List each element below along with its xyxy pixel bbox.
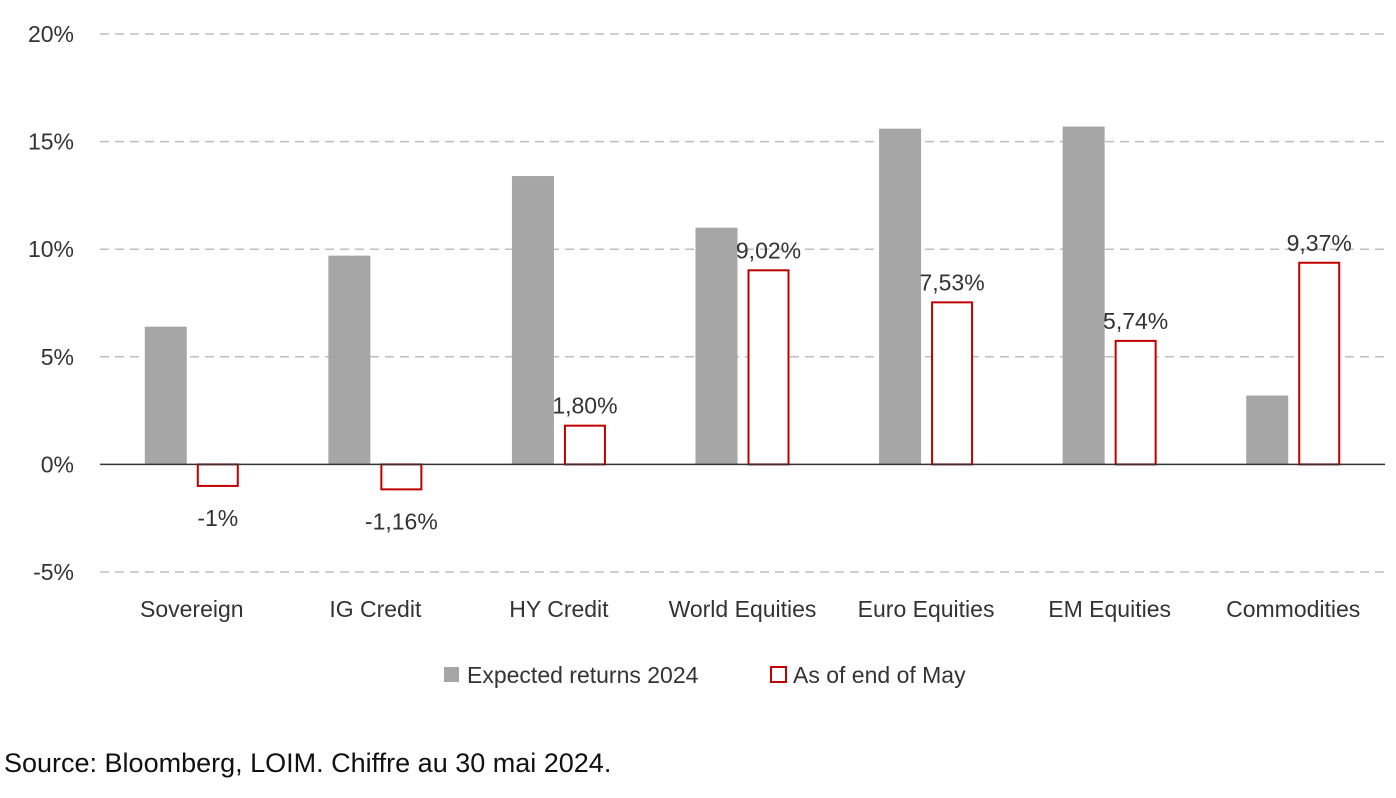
bar-as-of-end-of-may <box>563 424 606 466</box>
bar-as-of-end-of-may <box>931 301 974 466</box>
bar-expected-returns <box>879 128 922 465</box>
legend: Expected returns 2024 As of end of May <box>444 662 966 688</box>
data-label: 5,74% <box>1103 308 1168 334</box>
gridlines <box>100 33 1385 573</box>
y-tick-label: 10% <box>28 236 74 262</box>
category-label: IG Credit <box>329 596 422 622</box>
bar-expected-returns <box>144 326 187 465</box>
data-label: -1% <box>197 505 238 531</box>
bar-as-of-end-of-may <box>747 269 790 466</box>
data-label: 7,53% <box>919 269 984 295</box>
bar-as-of-end-of-may <box>1114 339 1157 466</box>
legend-swatch-as-of-end-of-may <box>770 666 787 683</box>
data-label: -1,16% <box>365 508 438 534</box>
y-axis-ticks: -5% 0% 5% 10% 15% 20% <box>28 21 74 585</box>
bar-expected-returns <box>328 255 371 465</box>
y-tick-label: -5% <box>33 559 74 585</box>
y-tick-label: 20% <box>28 21 74 47</box>
legend-label-expected-returns: Expected returns 2024 <box>467 662 699 688</box>
bar-as-of-end-of-may <box>380 463 423 491</box>
bar-as-of-end-of-may <box>1298 261 1341 466</box>
source-note: Source: Bloomberg, LOIM. Chiffre au 30 m… <box>4 748 612 778</box>
category-label: Commodities <box>1226 596 1360 622</box>
y-tick-label: 0% <box>41 451 74 477</box>
category-label: World Equities <box>669 596 817 622</box>
legend-label-as-of-end-of-may: As of end of May <box>793 662 966 688</box>
data-labels: -1% -1,16% 1,80% 9,02% 7,53% 5,74% 9,37% <box>197 230 1351 535</box>
data-label: 1,80% <box>552 393 617 419</box>
bar-expected-returns <box>1246 395 1289 465</box>
bar-chart: -5% 0% 5% 10% 15% 20% -1% -1,16% 1,80% 9,02% 7,53… <box>28 21 1385 688</box>
category-label: EM Equities <box>1048 596 1171 622</box>
category-label: Sovereign <box>140 596 244 622</box>
bar-expected-returns <box>1062 126 1105 465</box>
data-label: 9,37% <box>1287 230 1352 256</box>
y-tick-label: 15% <box>28 129 74 155</box>
y-tick-label: 5% <box>41 344 74 370</box>
data-label: 9,02% <box>736 237 801 263</box>
category-labels: Sovereign IG Credit HY Credit World Equitie… <box>140 596 1360 622</box>
category-label: Euro Equities <box>858 596 995 622</box>
category-label: HY Credit <box>509 596 609 622</box>
bars <box>144 126 1341 491</box>
bar-expected-returns <box>695 227 738 465</box>
bar-expected-returns <box>511 176 554 465</box>
bar-as-of-end-of-may <box>196 463 239 487</box>
legend-swatch-expected-returns <box>444 667 459 682</box>
